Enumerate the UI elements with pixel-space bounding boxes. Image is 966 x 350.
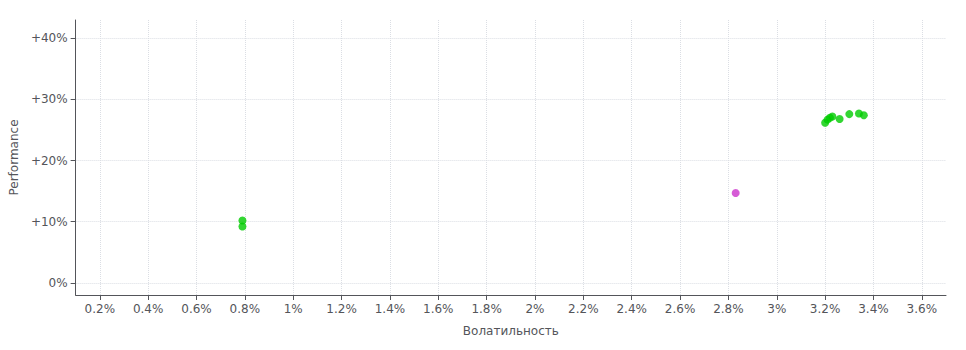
svg-text:2.2%: 2.2% xyxy=(568,302,599,316)
svg-text:0.6%: 0.6% xyxy=(181,302,212,316)
svg-text:3.2%: 3.2% xyxy=(810,302,841,316)
svg-text:2%: 2% xyxy=(525,302,544,316)
svg-text:2.4%: 2.4% xyxy=(616,302,647,316)
svg-text:Волатильность: Волатильность xyxy=(463,324,559,338)
svg-text:+40%: +40% xyxy=(31,31,68,45)
svg-text:1.2%: 1.2% xyxy=(326,302,357,316)
svg-text:3.6%: 3.6% xyxy=(907,302,938,316)
svg-text:2.8%: 2.8% xyxy=(713,302,744,316)
svg-text:1.4%: 1.4% xyxy=(375,302,406,316)
svg-text:3.4%: 3.4% xyxy=(858,302,889,316)
svg-text:+10%: +10% xyxy=(31,215,68,229)
svg-text:0%: 0% xyxy=(49,276,68,290)
svg-text:+30%: +30% xyxy=(31,92,68,106)
svg-text:0.4%: 0.4% xyxy=(133,302,164,316)
svg-text:Performance: Performance xyxy=(7,119,21,195)
svg-text:2.6%: 2.6% xyxy=(665,302,696,316)
svg-text:0.2%: 0.2% xyxy=(85,302,116,316)
svg-text:1.8%: 1.8% xyxy=(471,302,502,316)
svg-text:+20%: +20% xyxy=(31,154,68,168)
svg-text:1%: 1% xyxy=(284,302,303,316)
svg-text:1.6%: 1.6% xyxy=(423,302,454,316)
svg-text:3%: 3% xyxy=(767,302,786,316)
svg-text:0.8%: 0.8% xyxy=(230,302,260,316)
